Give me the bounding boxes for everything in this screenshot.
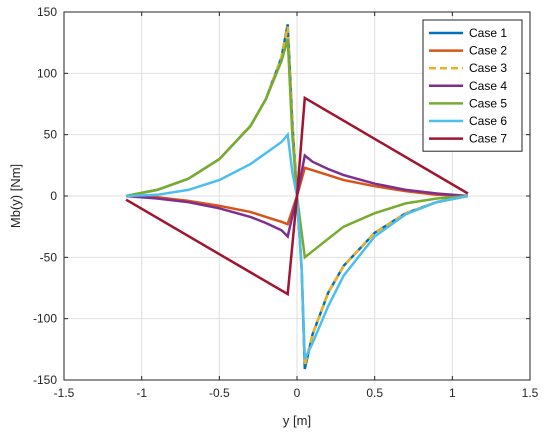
legend-entry-case-7: Case 7 <box>469 132 507 146</box>
x-axis-label: y [m] <box>283 413 311 428</box>
y-tick-label: 150 <box>37 5 57 19</box>
x-tick-label: -1 <box>136 386 147 400</box>
y-tick-label: -50 <box>40 250 58 264</box>
y-tick-label: -100 <box>33 312 57 326</box>
legend-entry-case-6: Case 6 <box>469 114 507 128</box>
x-tick-label: -1.5 <box>54 386 75 400</box>
legend-entry-case-1: Case 1 <box>469 26 507 40</box>
y-tick-label: 0 <box>50 189 57 203</box>
x-tick-label: -0.5 <box>209 386 230 400</box>
ticks: -1.5 -1 -0.5 0 0.5 1 1.5 -150 -100 -50 0 50 100 150 <box>33 5 539 400</box>
legend-entry-case-4: Case 4 <box>469 79 507 93</box>
series-layer <box>125 24 469 370</box>
legend-entry-case-5: Case 5 <box>469 96 507 110</box>
series-line-case-7 <box>125 95 469 297</box>
x-tick-label: 1 <box>449 386 456 400</box>
legend-entry-case-2: Case 2 <box>469 44 507 58</box>
x-tick-label: 1.5 <box>522 386 539 400</box>
y-tick-label: 100 <box>37 66 57 80</box>
y-axis-label: Mb(y) [Nm] <box>8 164 23 228</box>
legend: Case 1 Case 2 Case 3 Case 4 Case 5 Case 6 Case… <box>422 19 523 152</box>
y-tick-label: -150 <box>33 373 57 387</box>
x-tick-label: 0 <box>294 386 301 400</box>
x-tick-label: 0.5 <box>366 386 383 400</box>
legend-entry-case-3: Case 3 <box>469 61 507 75</box>
y-tick-label: 50 <box>44 128 58 142</box>
